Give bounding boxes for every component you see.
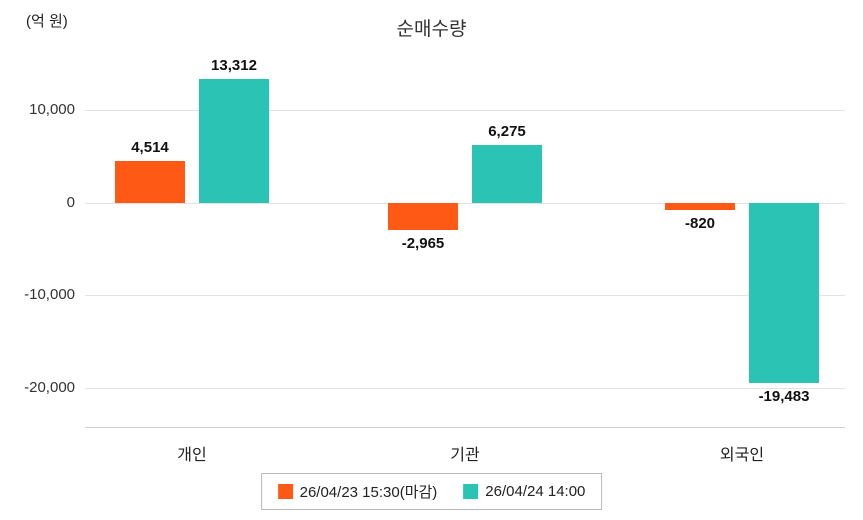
bar-foreigner-apr23[interactable] <box>665 202 735 211</box>
category-label-institution: 기관 <box>450 447 480 464</box>
gridline <box>85 295 845 297</box>
bar-value-label: -2,965 <box>401 235 445 253</box>
y-axis-unit-label: (억 원) <box>26 13 68 30</box>
legend-label: 26/04/24 14:00 <box>485 483 586 500</box>
y-axis-tick-label: 10,000 <box>29 101 75 119</box>
legend-label: 26/04/23 15:30(마감) <box>299 484 438 501</box>
y-axis-tick-label: 0 <box>66 193 75 211</box>
bar-value-label: -820 <box>684 215 716 233</box>
gridline-zero <box>85 202 845 204</box>
legend: 26/04/23 15:30(마감) 26/04/24 14:00 <box>260 473 603 510</box>
chart-title: 순매수량 <box>396 19 467 40</box>
category-label-individual: 개인 <box>177 447 207 464</box>
category-label-foreigner: 외국인 <box>719 447 765 464</box>
gridline <box>85 110 845 112</box>
plot-area: 10,000 0 -10,000 -20,000 4,514 13,312 -2… <box>24 57 845 428</box>
bar-value-label: -19,483 <box>758 388 810 406</box>
y-axis-tick-label: -10,000 <box>24 286 75 304</box>
bar-value-label: 4,514 <box>131 138 169 156</box>
legend-item-apr23[interactable]: 26/04/23 15:30(마감) <box>277 481 438 502</box>
y-axis-tick-label: -20,000 <box>24 379 75 397</box>
gridline <box>85 388 845 390</box>
legend-color-swatch-icon <box>463 484 479 499</box>
bar-foreigner-apr24[interactable] <box>749 202 819 384</box>
bar-institution-apr23[interactable] <box>388 202 458 231</box>
bar-individual-apr24[interactable] <box>199 79 269 203</box>
legend-item-apr24[interactable]: 26/04/24 14:00 <box>463 483 585 500</box>
bar-institution-apr24[interactable] <box>472 144 542 203</box>
bar-individual-apr23[interactable] <box>115 160 185 203</box>
bar-value-label: 13,312 <box>211 57 257 75</box>
bar-value-label: 6,275 <box>488 122 526 140</box>
legend-color-swatch-icon <box>277 484 293 499</box>
